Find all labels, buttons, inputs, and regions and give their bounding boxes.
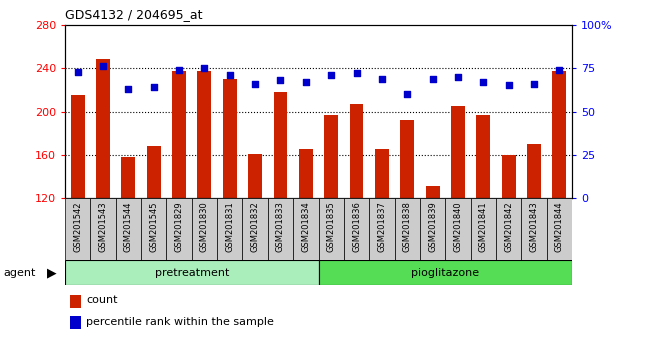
Point xyxy=(352,70,362,76)
Bar xyxy=(141,198,166,260)
Point xyxy=(504,82,514,88)
Bar xyxy=(116,198,141,260)
Bar xyxy=(375,149,389,198)
Text: percentile rank within the sample: percentile rank within the sample xyxy=(86,316,274,327)
Bar xyxy=(445,198,471,260)
Point xyxy=(98,64,108,69)
Text: GSM201833: GSM201833 xyxy=(276,201,285,252)
Bar xyxy=(90,198,116,260)
Bar xyxy=(547,198,572,260)
Point xyxy=(377,76,387,81)
Point xyxy=(174,67,185,73)
Point xyxy=(428,76,438,81)
Point xyxy=(250,81,260,87)
Bar xyxy=(552,72,566,198)
Point xyxy=(225,72,235,78)
Text: count: count xyxy=(86,295,118,306)
Bar xyxy=(318,198,344,260)
Text: GSM201834: GSM201834 xyxy=(302,201,310,252)
Point xyxy=(478,79,489,85)
Bar xyxy=(96,59,110,198)
Bar xyxy=(395,198,420,260)
Bar xyxy=(65,260,318,285)
Point xyxy=(300,79,311,85)
Text: GSM201842: GSM201842 xyxy=(504,201,513,252)
Point xyxy=(199,65,209,71)
Bar xyxy=(502,155,515,198)
Bar xyxy=(70,295,81,308)
Text: GSM201840: GSM201840 xyxy=(454,201,462,252)
Bar xyxy=(521,198,547,260)
Text: GSM201835: GSM201835 xyxy=(327,201,335,252)
Bar xyxy=(198,72,211,198)
Text: GSM201830: GSM201830 xyxy=(200,201,209,252)
Bar xyxy=(476,115,490,198)
Bar xyxy=(192,198,217,260)
Text: pioglitazone: pioglitazone xyxy=(411,268,479,278)
Bar xyxy=(496,198,521,260)
Text: GSM201843: GSM201843 xyxy=(530,201,538,252)
Text: pretreatment: pretreatment xyxy=(155,268,229,278)
Bar xyxy=(299,149,313,198)
Bar xyxy=(248,154,262,198)
Text: GSM201545: GSM201545 xyxy=(150,201,158,252)
Bar xyxy=(223,79,237,198)
Bar xyxy=(172,72,186,198)
Bar xyxy=(268,198,293,260)
Text: GSM201831: GSM201831 xyxy=(226,201,234,252)
Text: GSM201841: GSM201841 xyxy=(479,201,488,252)
Bar xyxy=(350,104,363,198)
Text: agent: agent xyxy=(3,268,36,278)
Bar xyxy=(71,95,84,198)
Point xyxy=(124,86,134,92)
Point xyxy=(149,84,159,90)
Text: GSM201832: GSM201832 xyxy=(251,201,259,252)
Bar xyxy=(318,260,572,285)
Text: ▶: ▶ xyxy=(47,266,57,279)
Bar xyxy=(471,198,496,260)
Text: GSM201543: GSM201543 xyxy=(99,201,107,252)
Bar xyxy=(527,144,541,198)
Text: GSM201838: GSM201838 xyxy=(403,201,411,252)
Bar xyxy=(426,186,439,198)
Text: GSM201836: GSM201836 xyxy=(352,201,361,252)
Bar xyxy=(65,198,90,260)
Point xyxy=(72,69,83,74)
Bar xyxy=(293,198,318,260)
Bar xyxy=(166,198,192,260)
Bar xyxy=(122,157,135,198)
Text: GSM201837: GSM201837 xyxy=(378,201,386,252)
Bar xyxy=(324,115,338,198)
Bar xyxy=(344,198,369,260)
Text: GSM201544: GSM201544 xyxy=(124,201,133,252)
Bar xyxy=(451,106,465,198)
Text: GDS4132 / 204695_at: GDS4132 / 204695_at xyxy=(65,8,203,21)
Point xyxy=(402,91,413,97)
Text: GSM201839: GSM201839 xyxy=(428,201,437,252)
Text: GSM201829: GSM201829 xyxy=(175,201,183,252)
Text: GSM201542: GSM201542 xyxy=(73,201,82,252)
Point xyxy=(452,74,463,80)
Bar xyxy=(70,316,81,329)
Bar xyxy=(369,198,395,260)
Bar xyxy=(274,92,287,198)
Bar xyxy=(420,198,445,260)
Point xyxy=(554,67,564,73)
Bar xyxy=(400,120,414,198)
Bar xyxy=(217,198,242,260)
Point xyxy=(326,72,337,78)
Point xyxy=(276,78,286,83)
Point xyxy=(529,81,539,87)
Text: GSM201844: GSM201844 xyxy=(555,201,564,252)
Bar xyxy=(242,198,268,260)
Bar xyxy=(147,146,161,198)
